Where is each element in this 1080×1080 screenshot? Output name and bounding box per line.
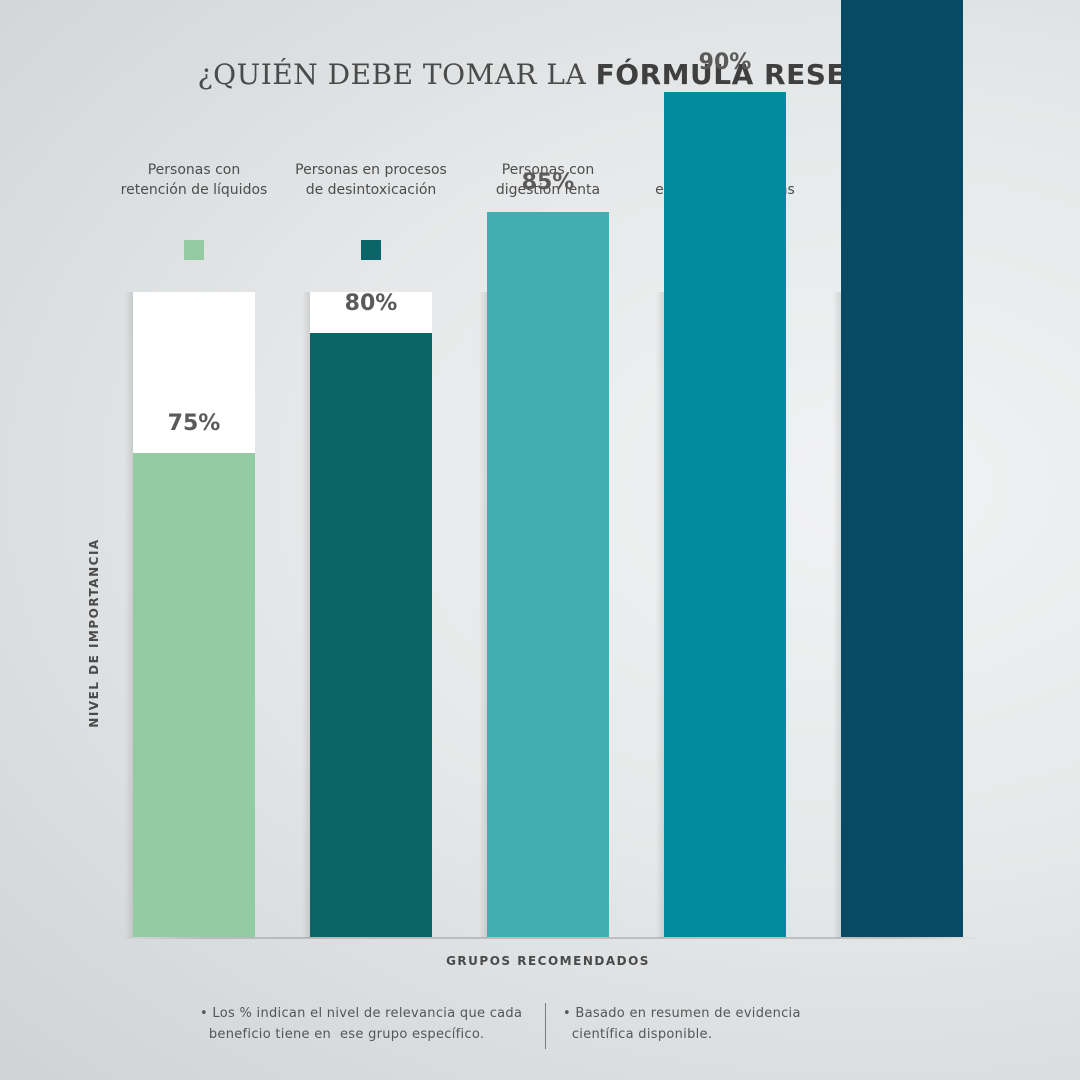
bar (133, 453, 255, 937)
title-bold: FÓRMULA RESET? (595, 58, 883, 91)
category-label: Personas en procesos de desintoxicación (295, 162, 447, 198)
footnote-divider (545, 1003, 546, 1049)
title-regular: ¿QUIÉN DEBE TOMAR LA (197, 58, 596, 91)
bar-value-label: 85% (521, 170, 575, 195)
bar (664, 91, 786, 937)
bar-shadow (656, 292, 664, 938)
bar-shadow (479, 292, 487, 938)
category-label: Personas con digestión lenta (495, 162, 601, 198)
legend-swatch (361, 240, 381, 260)
chart-title: ¿QUIÉN DEBE TOMAR LA FÓRMULA RESET? (0, 58, 1080, 91)
footnote-left: • Los % indican el nivel de relevancia q… (200, 1006, 523, 1042)
bar-shadow (302, 292, 310, 938)
bar (487, 212, 609, 937)
bar-background (310, 292, 432, 333)
footnote-right: • Basado en resumen de evidencia científ… (563, 1006, 801, 1042)
bar-value-label: 75% (167, 411, 221, 436)
bar (841, 0, 963, 937)
category-label: Personas con retención de líquidos (120, 162, 268, 198)
x-axis-label: GRUPOS RECOMENDADOS (446, 954, 650, 968)
bar-value-label: 80% (344, 290, 398, 316)
bar-background (133, 292, 255, 453)
legend-swatch (184, 240, 204, 260)
bar (310, 332, 432, 937)
y-axis-label: NIVEL DE IMPORTANCIA (87, 538, 101, 728)
bar-shadow (125, 292, 133, 938)
x-axis-baseline (120, 937, 980, 939)
bar-value-label: 90% (698, 49, 752, 75)
bar-shadow (833, 292, 841, 938)
